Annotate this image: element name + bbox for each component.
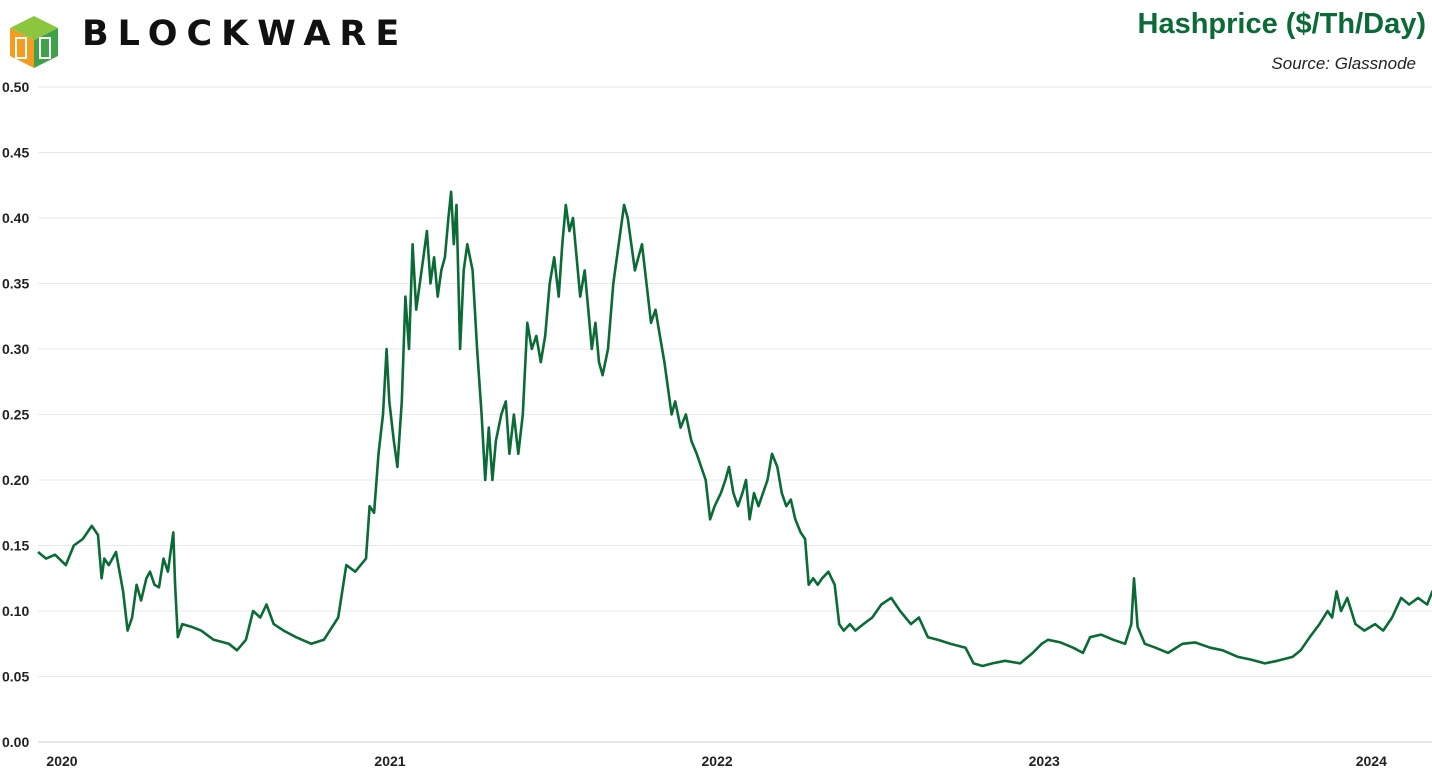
series-line xyxy=(37,190,1432,668)
brand-name: BLOCKWARE xyxy=(82,14,409,54)
y-tick-label: 0.40 xyxy=(2,210,29,226)
grid-lines xyxy=(38,86,1432,743)
y-tick-label: 0.25 xyxy=(2,407,29,423)
x-tick-label: 2021 xyxy=(374,753,405,769)
y-tick-label: 0.20 xyxy=(2,472,29,488)
x-tick-label: 2022 xyxy=(702,753,733,769)
y-tick-label: 0.15 xyxy=(2,538,29,554)
y-tick-label: 0.30 xyxy=(2,341,29,357)
y-tick-label: 0.10 xyxy=(2,603,29,619)
x-tick-label: 2024 xyxy=(1356,753,1387,769)
y-tick-label: 0.00 xyxy=(2,734,29,750)
x-tick-label: 2023 xyxy=(1029,753,1060,769)
x-axis-ticks: 2020 2021 2022 2023 2024 xyxy=(46,753,1387,769)
y-tick-label: 0.05 xyxy=(2,669,29,685)
x-tick-label: 2020 xyxy=(46,753,77,769)
chart-title: Hashprice ($/Th/Day) xyxy=(1137,8,1426,40)
y-tick-label: 0.50 xyxy=(2,79,29,95)
blockware-logo xyxy=(10,16,58,68)
blockware-cube-logo-icon xyxy=(10,16,58,68)
y-tick-label: 0.35 xyxy=(2,276,29,292)
y-tick-label: 0.45 xyxy=(2,145,29,161)
chart-source: Source: Glassnode xyxy=(1271,54,1416,73)
y-axis-ticks: 0.00 0.05 0.10 0.15 0.20 0.25 0.30 0.35 0.40 0.45… xyxy=(2,79,29,750)
